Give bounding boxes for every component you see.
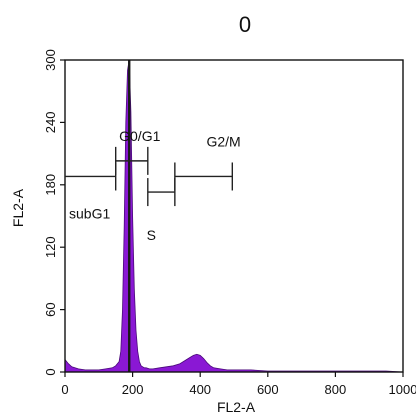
x-tick-label: 0 [61, 382, 68, 397]
y-tick-label: 0 [43, 368, 58, 375]
y-tick-label: 240 [43, 112, 58, 134]
gates: subG1 G0/G1 S G2/M [65, 128, 241, 243]
x-tick-label: 800 [325, 382, 347, 397]
histogram-area [64, 59, 404, 373]
x-tick-label: 600 [257, 382, 279, 397]
gate-label: S [147, 227, 156, 243]
y-tick-label: 300 [43, 49, 58, 71]
gate-label: G2/M [206, 133, 240, 149]
gate-label: subG1 [69, 205, 110, 221]
chart-title: 0 [239, 12, 251, 37]
x-axis-label: FL2-A [217, 399, 256, 415]
y-tick-label: 60 [43, 302, 58, 316]
y-axis-label: FL2-A [10, 188, 26, 227]
y-tick-label: 120 [43, 236, 58, 258]
plot-frame [64, 59, 404, 373]
axis-ticks: 0 200 400 600 800 1000 0 60 120 180 240 300 [43, 49, 416, 397]
y-tick-label: 180 [43, 174, 58, 196]
gate-label: G0/G1 [119, 128, 160, 144]
x-tick-label: 200 [122, 382, 144, 397]
x-tick-label: 400 [189, 382, 211, 397]
x-tick-label: 1000 [389, 382, 416, 397]
